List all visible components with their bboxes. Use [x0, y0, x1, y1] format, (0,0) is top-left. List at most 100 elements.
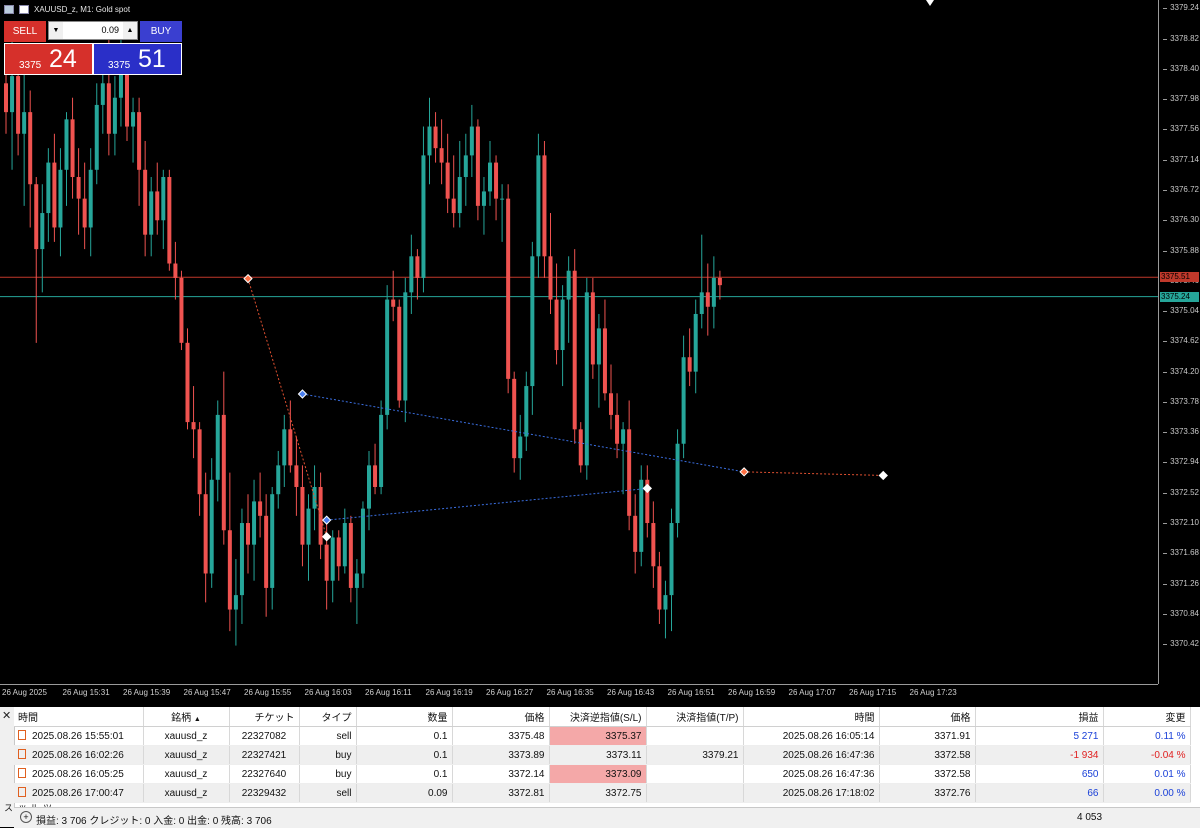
candle-body: [324, 544, 329, 581]
cell-profit: 650: [975, 764, 1104, 784]
candle-body: [306, 508, 311, 545]
cell-volume: 0.1: [356, 726, 453, 746]
trade-marker: [321, 532, 332, 542]
cell-tp: [646, 783, 744, 803]
table-row[interactable]: 2025.08.26 15:55:01 xauusd_z 22327082 sell 0…: [14, 726, 1191, 746]
candle-body: [494, 162, 499, 199]
cell-ticket: 22327082: [229, 726, 300, 746]
candle-body: [22, 112, 27, 134]
candle-body: [675, 443, 680, 524]
candle-body: [330, 537, 335, 581]
trade-line-sell: [247, 278, 328, 537]
expand-icon[interactable]: +: [20, 811, 32, 823]
candle-body: [560, 299, 565, 351]
cell-change: -0.04 %: [1103, 745, 1191, 765]
chart-properties-icon[interactable]: [19, 4, 29, 14]
col-symbol[interactable]: 銘柄 ▲: [143, 707, 230, 727]
col-ticket[interactable]: チケット: [229, 707, 300, 727]
candle-body: [300, 486, 305, 545]
candle-body: [409, 256, 414, 293]
time-tick-label: 26 Aug 15:31: [62, 688, 110, 697]
candle-body: [542, 155, 547, 257]
cell-price: 3372.14: [452, 764, 550, 784]
time-tick-label: 26 Aug 15:39: [123, 688, 171, 697]
time-tick-label: 26 Aug 2025: [2, 688, 47, 697]
col-open-time[interactable]: 時間: [14, 707, 144, 727]
col-profit[interactable]: 損益: [975, 707, 1104, 727]
cell-ticket: 22327640: [229, 764, 300, 784]
col-change-label: 変更: [1165, 713, 1186, 724]
cell-sl: 3373.11: [549, 745, 647, 765]
time-tick-label: 26 Aug 16:51: [667, 688, 715, 697]
candle-body: [28, 112, 33, 185]
lot-size-input[interactable]: ▼ 0.09 ▲: [48, 21, 138, 40]
lot-size-value[interactable]: 0.09: [101, 25, 119, 35]
cell-type: sell: [299, 726, 357, 746]
candle-body: [421, 155, 426, 278]
col-close-price[interactable]: 価格: [879, 707, 976, 727]
col-volume-label: 数量: [427, 713, 448, 724]
cell-profit: -1 934: [975, 745, 1104, 765]
price-tick-label: 3378.82: [1163, 33, 1199, 43]
candle-body: [506, 198, 511, 379]
candle-body: [451, 198, 456, 214]
col-close-time[interactable]: 時間: [743, 707, 880, 727]
lot-increase-icon[interactable]: ▲: [123, 22, 137, 39]
candle-body: [252, 501, 257, 545]
candle-body: [669, 523, 674, 596]
table-row[interactable]: 2025.08.26 16:05:25 xauusd_z 22327640 buy 0.…: [14, 764, 1191, 784]
candle-body: [373, 465, 378, 487]
sell-button[interactable]: SELL: [4, 21, 46, 42]
candle-body: [469, 126, 474, 156]
chart-area[interactable]: XAUUSD_z, M1: Gold spot SELL ▼ 0.09 ▲ BU…: [0, 0, 1158, 684]
cell-open-time: 2025.08.26 16:05:25: [14, 764, 144, 784]
col-tp[interactable]: 決済指値(T/P): [646, 707, 744, 727]
candle-body: [488, 162, 492, 192]
trade-marker: [321, 515, 332, 525]
price-tick-label: 3375.88: [1163, 245, 1199, 255]
time-axis[interactable]: 26 Aug 2025 26 Aug 15:31 26 Aug 15:39 26 Au…: [0, 684, 1158, 707]
cell-close-price: 3372.76: [879, 783, 976, 803]
buy-button[interactable]: BUY: [140, 21, 182, 42]
cell-change: 0.00 %: [1103, 783, 1191, 803]
col-volume[interactable]: 数量: [356, 707, 453, 727]
lot-decrease-icon[interactable]: ▼: [49, 22, 63, 39]
time-tick-label: 26 Aug 17:07: [788, 688, 836, 697]
cell-sl: 3372.75: [549, 783, 647, 803]
buy-quote[interactable]: 3375 51: [93, 43, 182, 75]
price-chart[interactable]: [0, 0, 1158, 684]
price-axis[interactable]: 3379.24 3378.82 3378.40 3377.98 3377.56 3377.…: [1158, 0, 1200, 684]
cell-volume: 0.1: [356, 764, 453, 784]
sell-quote[interactable]: 3375 24: [4, 43, 93, 75]
candle-body: [112, 97, 117, 134]
candle-body: [385, 299, 390, 415]
candle-body: [4, 83, 8, 113]
col-sl[interactable]: 決済逆指値(S/L): [549, 707, 647, 727]
chart-window-icon[interactable]: [4, 4, 14, 14]
candle-body: [360, 508, 365, 574]
cell-change: 0.01 %: [1103, 764, 1191, 784]
summary-text: 損益: 3 706 クレジット: 0 入金: 0 出金: 0 残高: 3 706: [36, 816, 272, 827]
table-header-row: 時間 銘柄 ▲ チケット タイプ 数量 価格 決済逆指値(S/L) 決済指値(T…: [14, 707, 1191, 727]
candle-body: [221, 414, 226, 531]
price-tick-label: 3375.04: [1163, 306, 1199, 316]
col-price[interactable]: 価格: [452, 707, 550, 727]
cell-close-time: 2025.08.26 16:47:36: [743, 745, 880, 765]
candle-body: [596, 328, 601, 365]
trade-line-buy: [326, 487, 648, 521]
trade-marker: [243, 273, 253, 284]
col-type[interactable]: タイプ: [299, 707, 357, 727]
candle-body: [397, 306, 402, 401]
candle-body: [711, 277, 716, 307]
close-icon[interactable]: ✕: [2, 709, 12, 722]
candle-body: [258, 501, 263, 516]
candle-body: [554, 299, 559, 351]
candle-body: [282, 429, 287, 466]
table-row[interactable]: 2025.08.26 16:02:26 xauusd_z 22327421 buy 0.…: [14, 745, 1191, 765]
col-change[interactable]: 変更: [1103, 707, 1191, 727]
price-tick-label: 3378.40: [1163, 63, 1199, 73]
col-close-time-label: 時間: [854, 713, 875, 724]
table-row[interactable]: 2025.08.26 17:00:47 xauusd_z 22329432 sell 0…: [14, 783, 1191, 803]
candle-body: [131, 112, 136, 127]
candle-body: [524, 386, 529, 437]
